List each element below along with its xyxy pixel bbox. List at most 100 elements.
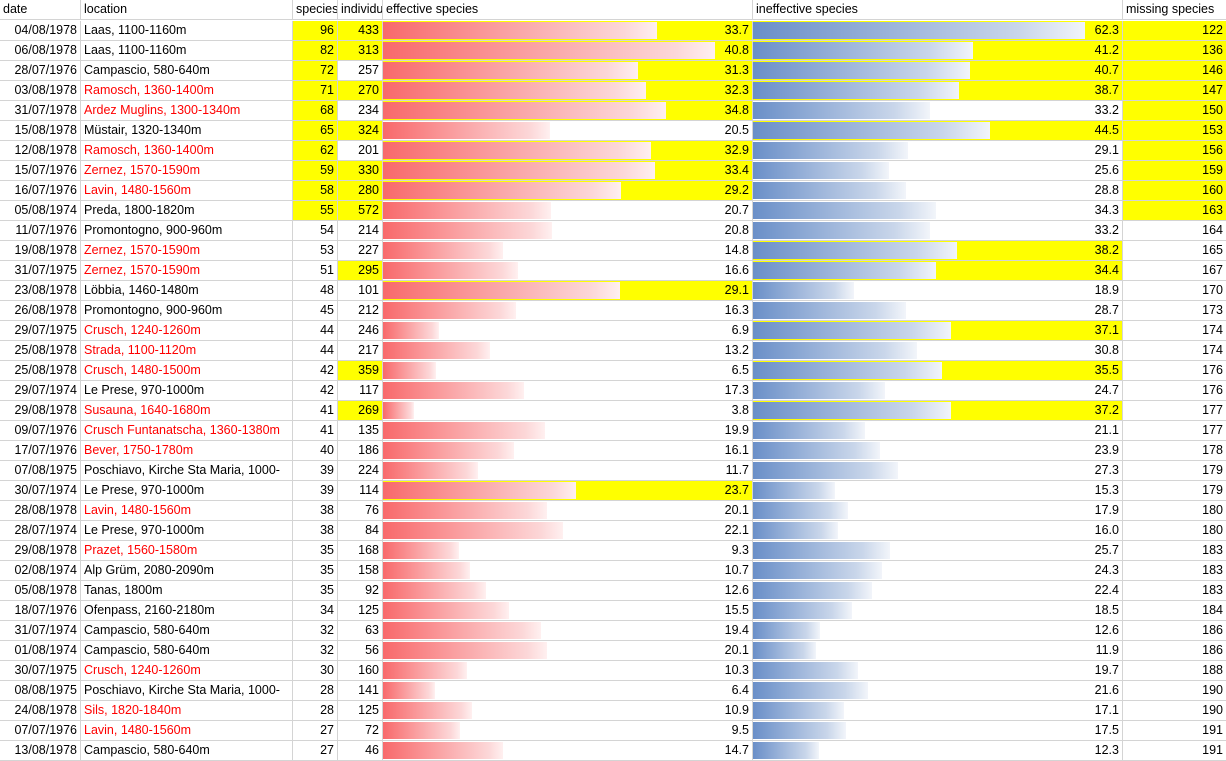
individuals-cell[interactable]: 295 — [338, 261, 383, 281]
location-cell[interactable]: Laas, 1100-1160m — [81, 21, 293, 41]
effective-species-cell[interactable]: 20.5 — [383, 121, 753, 141]
date-cell[interactable]: 05/08/1978 — [0, 581, 81, 601]
location-cell[interactable]: Zernez, 1570-1590m — [81, 161, 293, 181]
location-cell[interactable]: Alp Grüm, 2080-2090m — [81, 561, 293, 581]
missing-species-cell[interactable]: 160 — [1123, 181, 1226, 201]
effective-species-cell[interactable]: 9.5 — [383, 721, 753, 741]
effective-species-cell[interactable]: 29.2 — [383, 181, 753, 201]
header-date[interactable]: date — [0, 0, 81, 20]
location-cell[interactable]: Crusch, 1240-1260m — [81, 321, 293, 341]
date-cell[interactable]: 19/08/1978 — [0, 241, 81, 261]
effective-species-cell[interactable]: 34.8 — [383, 101, 753, 121]
date-cell[interactable]: 11/07/1976 — [0, 221, 81, 241]
effective-species-cell[interactable]: 19.4 — [383, 621, 753, 641]
location-cell[interactable]: Poschiavo, Kirche Sta Maria, 1000- — [81, 681, 293, 701]
ineffective-species-cell[interactable]: 30.8 — [753, 341, 1123, 361]
missing-species-cell[interactable]: 177 — [1123, 401, 1226, 421]
effective-species-cell[interactable]: 20.8 — [383, 221, 753, 241]
ineffective-species-cell[interactable]: 34.4 — [753, 261, 1123, 281]
effective-species-cell[interactable]: 33.4 — [383, 161, 753, 181]
species-cell[interactable]: 62 — [293, 141, 338, 161]
ineffective-species-cell[interactable]: 37.1 — [753, 321, 1123, 341]
individuals-cell[interactable]: 117 — [338, 381, 383, 401]
ineffective-species-cell[interactable]: 19.7 — [753, 661, 1123, 681]
missing-species-cell[interactable]: 184 — [1123, 601, 1226, 621]
ineffective-species-cell[interactable]: 12.6 — [753, 621, 1123, 641]
effective-species-cell[interactable]: 20.7 — [383, 201, 753, 221]
effective-species-cell[interactable]: 31.3 — [383, 61, 753, 81]
date-cell[interactable]: 26/08/1978 — [0, 301, 81, 321]
individuals-cell[interactable]: 114 — [338, 481, 383, 501]
ineffective-species-cell[interactable]: 11.9 — [753, 641, 1123, 661]
ineffective-species-cell[interactable]: 27.3 — [753, 461, 1123, 481]
ineffective-species-cell[interactable]: 40.7 — [753, 61, 1123, 81]
species-cell[interactable]: 27 — [293, 721, 338, 741]
missing-species-cell[interactable]: 190 — [1123, 701, 1226, 721]
species-cell[interactable]: 55 — [293, 201, 338, 221]
species-cell[interactable]: 96 — [293, 21, 338, 41]
individuals-cell[interactable]: 125 — [338, 601, 383, 621]
header-location[interactable]: location — [81, 0, 293, 20]
effective-species-cell[interactable]: 6.5 — [383, 361, 753, 381]
location-cell[interactable]: Prazet, 1560-1580m — [81, 541, 293, 561]
individuals-cell[interactable]: 572 — [338, 201, 383, 221]
missing-species-cell[interactable]: 188 — [1123, 661, 1226, 681]
header-ineffective-species[interactable]: ineffective species — [753, 0, 1123, 20]
date-cell[interactable]: 23/08/1978 — [0, 281, 81, 301]
ineffective-species-cell[interactable]: 29.1 — [753, 141, 1123, 161]
individuals-cell[interactable]: 313 — [338, 41, 383, 61]
ineffective-species-cell[interactable]: 33.2 — [753, 101, 1123, 121]
date-cell[interactable]: 17/07/1976 — [0, 441, 81, 461]
ineffective-species-cell[interactable]: 18.5 — [753, 601, 1123, 621]
ineffective-species-cell[interactable]: 12.3 — [753, 741, 1123, 761]
individuals-cell[interactable]: 168 — [338, 541, 383, 561]
ineffective-species-cell[interactable]: 38.7 — [753, 81, 1123, 101]
location-cell[interactable]: Zernez, 1570-1590m — [81, 261, 293, 281]
missing-species-cell[interactable]: 190 — [1123, 681, 1226, 701]
ineffective-species-cell[interactable]: 34.3 — [753, 201, 1123, 221]
effective-species-cell[interactable]: 10.3 — [383, 661, 753, 681]
date-cell[interactable]: 29/08/1978 — [0, 401, 81, 421]
location-cell[interactable]: Le Prese, 970-1000m — [81, 481, 293, 501]
individuals-cell[interactable]: 217 — [338, 341, 383, 361]
species-cell[interactable]: 45 — [293, 301, 338, 321]
effective-species-cell[interactable]: 17.3 — [383, 381, 753, 401]
date-cell[interactable]: 16/07/1976 — [0, 181, 81, 201]
species-cell[interactable]: 68 — [293, 101, 338, 121]
effective-species-cell[interactable]: 32.9 — [383, 141, 753, 161]
location-cell[interactable]: Crusch Funtanatscha, 1360-1380m — [81, 421, 293, 441]
individuals-cell[interactable]: 186 — [338, 441, 383, 461]
missing-species-cell[interactable]: 183 — [1123, 541, 1226, 561]
date-cell[interactable]: 18/07/1976 — [0, 601, 81, 621]
effective-species-cell[interactable]: 22.1 — [383, 521, 753, 541]
species-cell[interactable]: 39 — [293, 461, 338, 481]
individuals-cell[interactable]: 63 — [338, 621, 383, 641]
location-cell[interactable]: Campascio, 580-640m — [81, 641, 293, 661]
missing-species-cell[interactable]: 180 — [1123, 501, 1226, 521]
species-cell[interactable]: 34 — [293, 601, 338, 621]
species-cell[interactable]: 53 — [293, 241, 338, 261]
effective-species-cell[interactable]: 14.8 — [383, 241, 753, 261]
effective-species-cell[interactable]: 32.3 — [383, 81, 753, 101]
missing-species-cell[interactable]: 177 — [1123, 421, 1226, 441]
date-cell[interactable]: 29/08/1978 — [0, 541, 81, 561]
location-cell[interactable]: Lavin, 1480-1560m — [81, 721, 293, 741]
ineffective-species-cell[interactable]: 28.8 — [753, 181, 1123, 201]
ineffective-species-cell[interactable]: 21.1 — [753, 421, 1123, 441]
effective-species-cell[interactable]: 12.6 — [383, 581, 753, 601]
header-species[interactable]: species — [293, 0, 338, 20]
effective-species-cell[interactable]: 3.8 — [383, 401, 753, 421]
location-cell[interactable]: Poschiavo, Kirche Sta Maria, 1000- — [81, 461, 293, 481]
missing-species-cell[interactable]: 174 — [1123, 341, 1226, 361]
location-cell[interactable]: Crusch, 1480-1500m — [81, 361, 293, 381]
individuals-cell[interactable]: 158 — [338, 561, 383, 581]
ineffective-species-cell[interactable]: 15.3 — [753, 481, 1123, 501]
species-cell[interactable]: 35 — [293, 561, 338, 581]
individuals-cell[interactable]: 269 — [338, 401, 383, 421]
species-cell[interactable]: 82 — [293, 41, 338, 61]
species-cell[interactable]: 27 — [293, 741, 338, 761]
date-cell[interactable]: 06/08/1978 — [0, 41, 81, 61]
species-cell[interactable]: 72 — [293, 61, 338, 81]
species-cell[interactable]: 41 — [293, 401, 338, 421]
date-cell[interactable]: 30/07/1974 — [0, 481, 81, 501]
